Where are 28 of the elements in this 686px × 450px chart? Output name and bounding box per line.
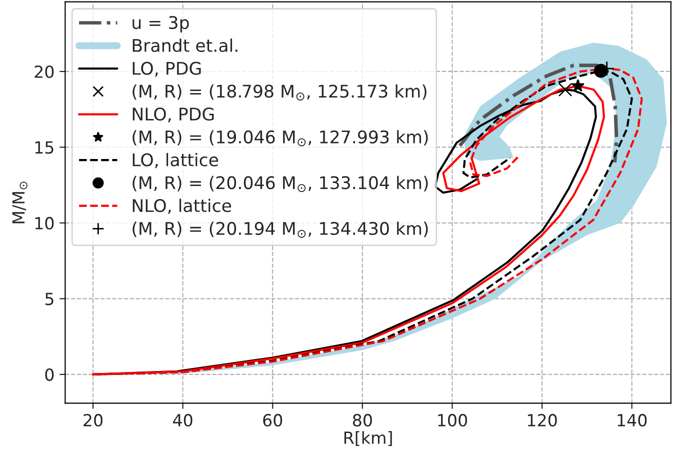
y-tick-label: 10	[35, 216, 54, 230]
y-tick-label: 5	[45, 292, 54, 306]
legend-label: Brandt et.al.	[132, 38, 238, 52]
legend-label: (M, R) = (20.046 M$_{⊙}$, 133.104 km)	[132, 176, 428, 192]
x-tick-label: 40	[173, 414, 192, 427]
legend-label: u = 3p	[132, 16, 189, 32]
x-tick-label: 140	[618, 414, 647, 427]
y-tick-label: 0	[45, 368, 54, 381]
x-tick-label: 20	[84, 414, 103, 427]
point	[594, 64, 608, 78]
legend-label: NLO, lattice	[132, 198, 232, 214]
y-tick-label: 20	[34, 65, 54, 78]
x-tick-label: 100	[438, 414, 468, 427]
legend-label: NLO, PDG	[132, 108, 214, 122]
x-tick-label: 120	[528, 414, 557, 427]
point	[571, 78, 585, 92]
legend-label: LO, PDG	[132, 62, 201, 77]
x-axis-title: R[km]	[344, 431, 392, 446]
legend-label: (M, R) = (20.194 M$_{⊙}$, 134.430 km)	[132, 222, 428, 238]
y-tick-label: 15	[35, 141, 54, 154]
legend-label: (M, R) = (19.046 M$_{⊙}$, 127.993 km)	[132, 130, 428, 146]
point	[558, 82, 572, 97]
legend-label: (M, R) = (18.798 M$_{⊙}$, 125.173 km)	[132, 84, 426, 101]
legend-label: LO, lattice	[132, 152, 218, 168]
line-series	[458, 64, 618, 164]
y-axis-title: M/M$_{⊙}$	[12, 182, 28, 224]
x-tick-label: 60	[263, 414, 282, 427]
x-tick-label: 80	[352, 414, 372, 427]
